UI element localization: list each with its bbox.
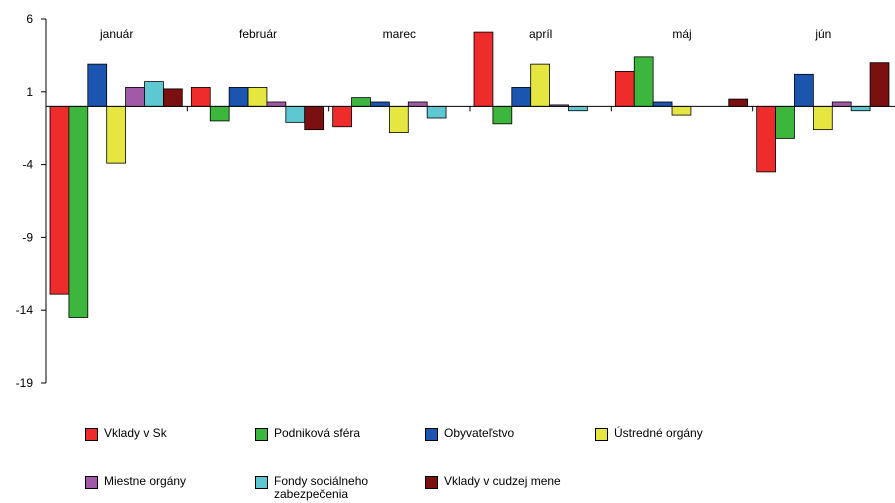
bar <box>351 97 371 107</box>
bar <box>831 101 852 107</box>
bar <box>426 105 447 119</box>
y-tick-label: -19 <box>16 376 34 390</box>
bar <box>87 63 108 107</box>
category-labels: január február marec apríl máj jún <box>99 27 831 41</box>
bar <box>775 105 795 139</box>
y-tick-label: 1 <box>26 85 33 99</box>
category-label: január <box>99 27 133 41</box>
bar <box>756 105 776 173</box>
bar <box>125 87 145 107</box>
bar <box>144 81 164 107</box>
bar <box>388 105 409 133</box>
bar <box>530 63 551 107</box>
category-label: február <box>239 27 277 41</box>
bar <box>633 56 654 107</box>
category-label: jún <box>814 27 831 41</box>
category-label: apríl <box>529 27 552 41</box>
bar <box>266 101 287 107</box>
bar <box>228 87 249 107</box>
category-label: marec <box>383 27 416 41</box>
bar <box>812 105 833 131</box>
bar <box>614 71 635 107</box>
bar <box>190 87 211 107</box>
bar <box>492 105 513 125</box>
bar <box>511 87 532 107</box>
bar <box>652 101 673 107</box>
bar <box>794 73 814 107</box>
category-label: máj <box>672 27 691 41</box>
bar <box>568 105 588 112</box>
y-tick-label: -4 <box>22 158 33 172</box>
bar <box>304 105 325 131</box>
bar <box>332 105 352 128</box>
y-tick-label: 6 <box>26 12 33 26</box>
bar <box>671 105 692 116</box>
bar <box>473 31 494 107</box>
bar <box>247 87 268 107</box>
x-axis <box>46 105 895 112</box>
y-tick-label: -9 <box>22 230 33 244</box>
bar <box>728 98 749 107</box>
bar <box>162 88 183 107</box>
y-tick-label: -14 <box>16 303 34 317</box>
bar <box>68 105 89 318</box>
bar <box>407 101 428 107</box>
y-axis: 6 1 -4 -9 -14 -19 <box>16 12 47 390</box>
bar <box>850 105 871 112</box>
bar <box>209 105 230 122</box>
bar <box>49 105 70 295</box>
bar <box>370 101 390 107</box>
bar <box>285 105 306 123</box>
bars <box>49 31 890 318</box>
bar <box>106 105 126 164</box>
bar <box>869 62 890 107</box>
